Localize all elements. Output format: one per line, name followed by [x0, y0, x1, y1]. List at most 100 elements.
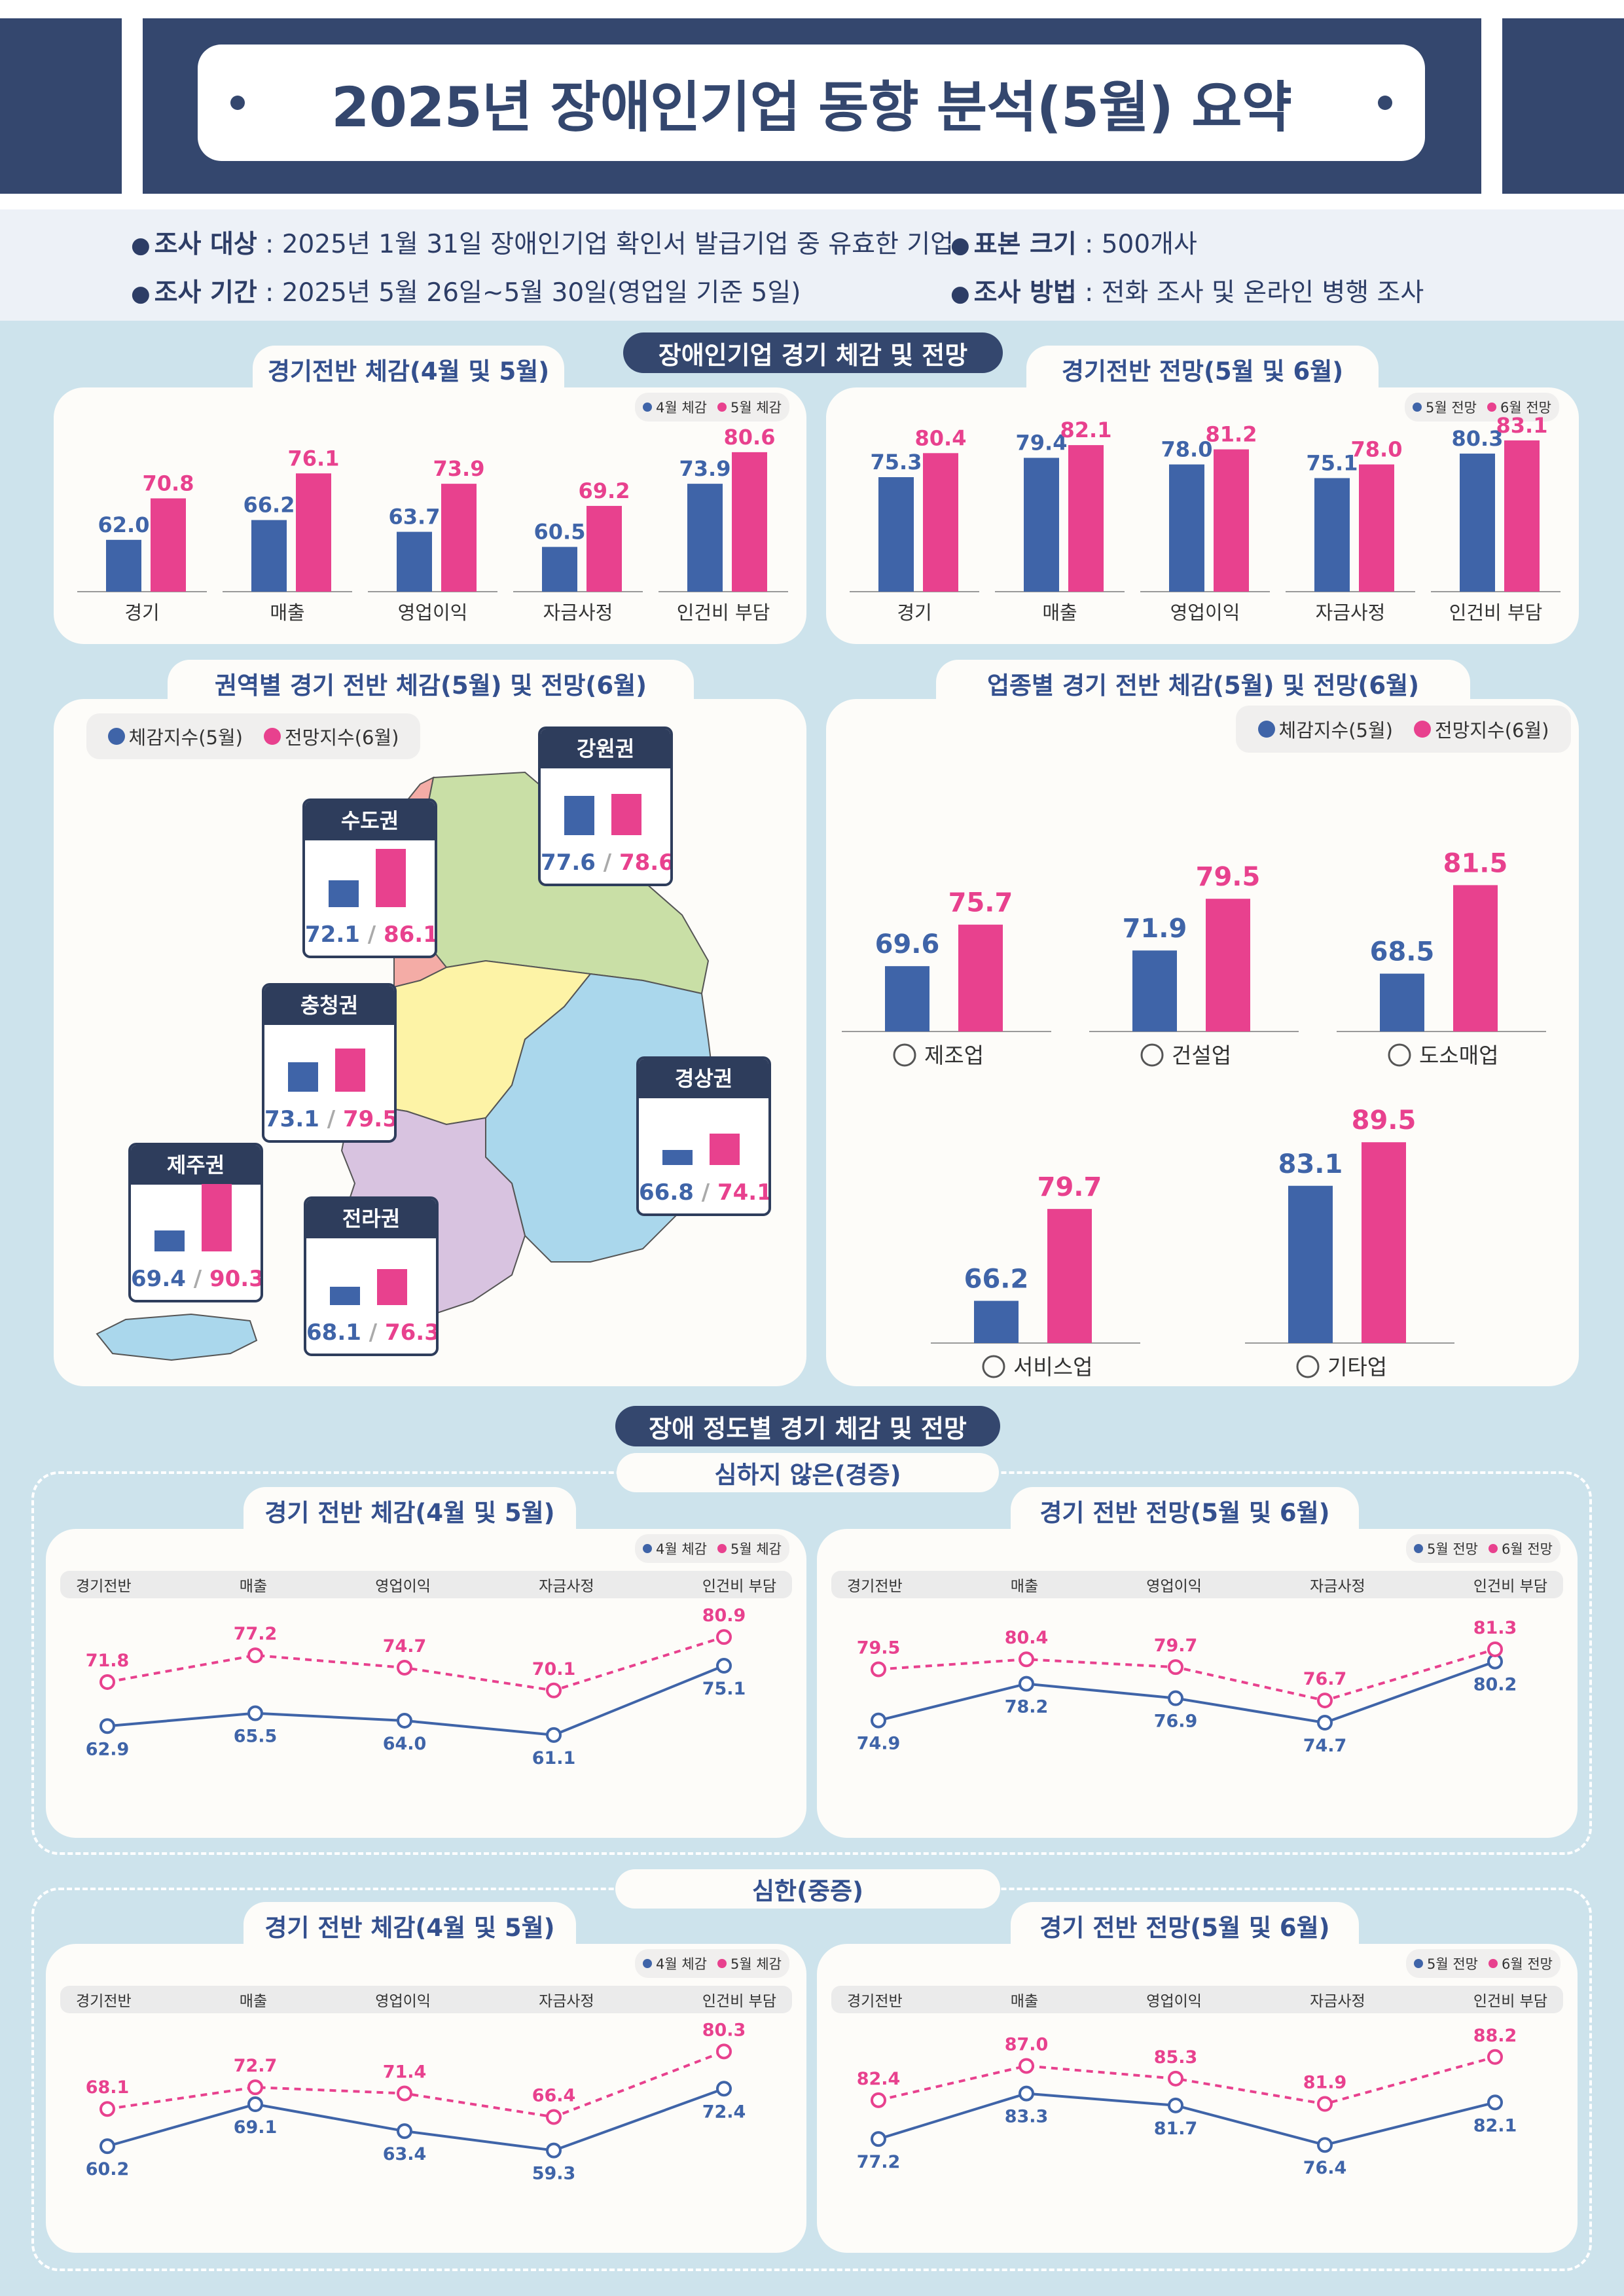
- data-label: 74.7: [383, 1636, 427, 1657]
- data-point: [1168, 2070, 1183, 2087]
- region-bar: [710, 1134, 740, 1165]
- data-point: [546, 2109, 562, 2125]
- data-point: [1487, 2049, 1503, 2065]
- data-point: [1317, 1715, 1333, 1731]
- region-bar: [154, 1230, 185, 1251]
- category-label: 자금사정: [1310, 1578, 1365, 1595]
- bar: [1068, 445, 1104, 592]
- industry-title: 업종별 경기 전반 체감(5월) 및 전망(6월): [936, 660, 1470, 707]
- bar: [885, 966, 929, 1031]
- bar-value-label: 71.9: [1123, 914, 1187, 944]
- data-label: 82.1: [1473, 2115, 1517, 2136]
- bar: [1047, 1209, 1092, 1343]
- legend-label: 체감지수(5월): [1278, 719, 1393, 742]
- legend-label: 5월 전망: [1426, 400, 1477, 416]
- region-outlook-value: 76.3: [384, 1319, 439, 1346]
- category-label: 자금사정: [543, 601, 613, 624]
- region-card: 경상권 66.8 / 74.1: [636, 1056, 771, 1216]
- bar: [296, 473, 331, 592]
- data-label: 81.7: [1154, 2119, 1198, 2139]
- bar-value-label: 75.7: [948, 888, 1013, 918]
- category-label: 경기: [897, 601, 931, 624]
- line-chart: 60.2 69.1 63.4 59.3 72.4 68.1 72.7 71.4 66.4 80.3: [86, 2020, 746, 2183]
- bar-value-label: 73.9: [679, 456, 731, 481]
- survey-target-value: 2025년 1월 31일 장애인기업 확인서 발급기업 중 유효한 기업: [281, 230, 954, 259]
- data-point: [546, 1682, 562, 1698]
- bar-value-label: 75.1: [1307, 450, 1358, 475]
- data-point: [1317, 2096, 1333, 2112]
- category-label: 경기전반: [847, 1578, 903, 1595]
- region-outlook-value: 78.6: [619, 850, 673, 876]
- bar: [1206, 899, 1250, 1031]
- region-slash: /: [185, 1266, 209, 1292]
- data-point: [716, 2081, 732, 2097]
- region-slash: /: [319, 1106, 343, 1132]
- data-label: 83.3: [1005, 2107, 1049, 2127]
- legend-label: 6월 전망: [1502, 1956, 1553, 1972]
- region-feel-value: 73.1: [264, 1106, 319, 1132]
- data-label: 70.1: [532, 1659, 576, 1679]
- data-point: [99, 1718, 115, 1734]
- series-line: [107, 1664, 725, 1736]
- category-label: 영업이익: [1146, 1578, 1202, 1595]
- survey-sample-value: 500개사: [1101, 230, 1197, 259]
- box-clock-icon: [1388, 1043, 1411, 1067]
- region-outlook-value: 86.1: [383, 922, 437, 948]
- category-label: 경기: [124, 601, 159, 624]
- bar: [974, 1300, 1019, 1343]
- data-label: 71.4: [383, 2062, 427, 2082]
- survey-sample-label: 표본 크기: [973, 230, 1077, 259]
- survey-info-band: [0, 209, 1624, 321]
- legend-label: 5월 체감: [731, 1541, 782, 1557]
- data-point: [247, 1705, 263, 1721]
- region-feel-value: 77.6: [541, 850, 596, 876]
- data-point: [1168, 2097, 1183, 2113]
- legend-label: 5월 체감: [731, 1956, 782, 1972]
- category-label: 인건비 부담: [1473, 1993, 1547, 2010]
- legend-item: 5월 체감: [717, 1954, 782, 1973]
- category-row: 경기전반 매출 영업이익 자금사정 인건비 부담: [831, 1986, 1563, 2013]
- data-point: [1019, 2085, 1034, 2102]
- data-label: 81.9: [1303, 2073, 1347, 2093]
- legend-label: 6월 전망: [1502, 1541, 1553, 1557]
- category-label: 매출: [1010, 1578, 1039, 1595]
- bar: [1460, 454, 1495, 592]
- region-name: 경상권: [639, 1059, 768, 1098]
- data-label: 80.9: [702, 1605, 746, 1626]
- legend-swatch: [1414, 1959, 1423, 1968]
- overall-feel-chart: 62.0 70.8 경기 66.2 76.1 매출 63.7 73.9 영업이익 60.5 69.2…: [77, 425, 788, 624]
- data-label: 81.3: [1473, 1618, 1517, 1638]
- region-values: 66.8 / 74.1: [639, 1179, 768, 1206]
- category-label: 자금사정: [539, 1993, 594, 2010]
- region-bar: [330, 1287, 360, 1305]
- industry-label: 기타업: [1327, 1354, 1387, 1380]
- legend-label: 체감지수(5월): [128, 726, 243, 749]
- house-icon: [1140, 1043, 1164, 1067]
- category-row: 경기전반 매출 영업이익 자금사정 인건비 부담: [60, 1986, 792, 2013]
- bar-value-label: 69.6: [875, 929, 940, 960]
- legend-label: 6월 전망: [1500, 400, 1551, 416]
- survey-period: ● 조사 기간 : 2025년 5월 26일~5월 30일(영업일 기준 5일): [131, 278, 801, 308]
- bar-value-label: 66.2: [964, 1265, 1029, 1295]
- data-point: [1487, 2094, 1503, 2111]
- bar: [397, 531, 432, 592]
- region-slash: /: [361, 1319, 385, 1346]
- region-values: 68.1 / 76.3: [306, 1319, 436, 1346]
- bar-value-label: 66.2: [244, 493, 295, 518]
- data-label: 60.2: [86, 2159, 130, 2179]
- bar-value-label: 83.1: [1278, 1149, 1343, 1179]
- region-card: 전라권 68.1 / 76.3: [304, 1196, 439, 1356]
- data-label: 65.5: [234, 1727, 278, 1747]
- survey-method-label: 조사 방법: [973, 278, 1077, 308]
- data-point: [99, 2138, 115, 2155]
- region-legend: 체감지수(5월) 전망지수(6월): [86, 713, 420, 759]
- series-line: [107, 2087, 725, 2152]
- data-label: 82.4: [857, 2069, 901, 2089]
- legend-label: 전망지수(6월): [285, 726, 399, 749]
- data-point: [99, 2101, 115, 2117]
- overall-outlook-chart: 75.380.4경기79.482.1매출78.081.2영업이익75.178.0…: [850, 413, 1561, 624]
- region-bar: [202, 1183, 232, 1251]
- legend-label: 5월 전망: [1427, 1956, 1478, 1972]
- category-label: 영업이익: [398, 601, 468, 624]
- section3-pill: 장애 정도별 경기 체감 및 전망: [615, 1406, 1000, 1446]
